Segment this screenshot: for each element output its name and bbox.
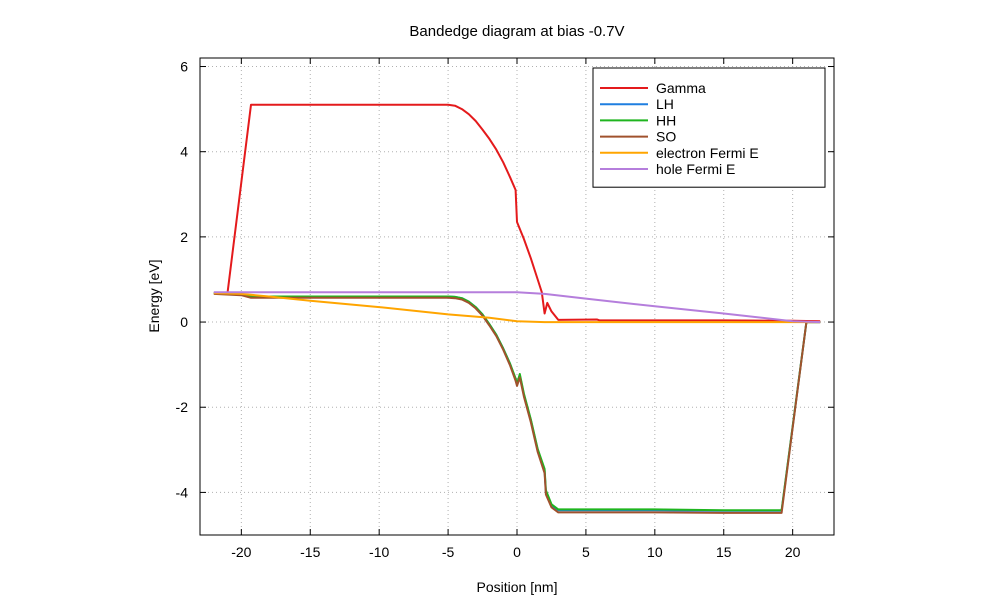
legend-label: SO (656, 129, 676, 145)
series-line-hh (213, 292, 821, 512)
y-tick-label: 0 (180, 314, 188, 330)
x-tick-label: -20 (231, 544, 251, 560)
y-axis-label: Energy [eV] (146, 259, 162, 332)
legend-label: electron Fermi E (656, 145, 759, 161)
y-tick-label: 4 (180, 144, 188, 160)
legend-label: Gamma (656, 80, 706, 96)
x-axis-label: Position [nm] (477, 579, 558, 595)
chart-title: Bandedge diagram at bias -0.7V (409, 23, 624, 40)
y-tick-label: -4 (176, 484, 189, 500)
y-tick-label: 2 (180, 229, 188, 245)
y-tick-label: 6 (180, 59, 188, 75)
series-line-gamma (226, 103, 821, 323)
y-tick-label: -2 (176, 399, 189, 415)
x-tick-label: 20 (785, 544, 801, 560)
legend-label: HH (656, 112, 676, 128)
x-tick-label: -10 (369, 544, 389, 560)
series-layer (213, 103, 821, 514)
x-tick-label: 15 (716, 544, 732, 560)
legend-label: LH (656, 96, 674, 112)
series-line-so (213, 292, 821, 514)
legend-label: hole Fermi E (656, 161, 735, 177)
x-tick-label: -15 (300, 544, 320, 560)
series-line-electron-fermi-e (213, 292, 821, 324)
series-line-hole-fermi-e (213, 291, 821, 324)
x-tick-label: 0 (513, 544, 521, 560)
x-tick-label: 10 (647, 544, 663, 560)
x-tick-label: 5 (582, 544, 590, 560)
x-tick-label: -5 (442, 544, 455, 560)
